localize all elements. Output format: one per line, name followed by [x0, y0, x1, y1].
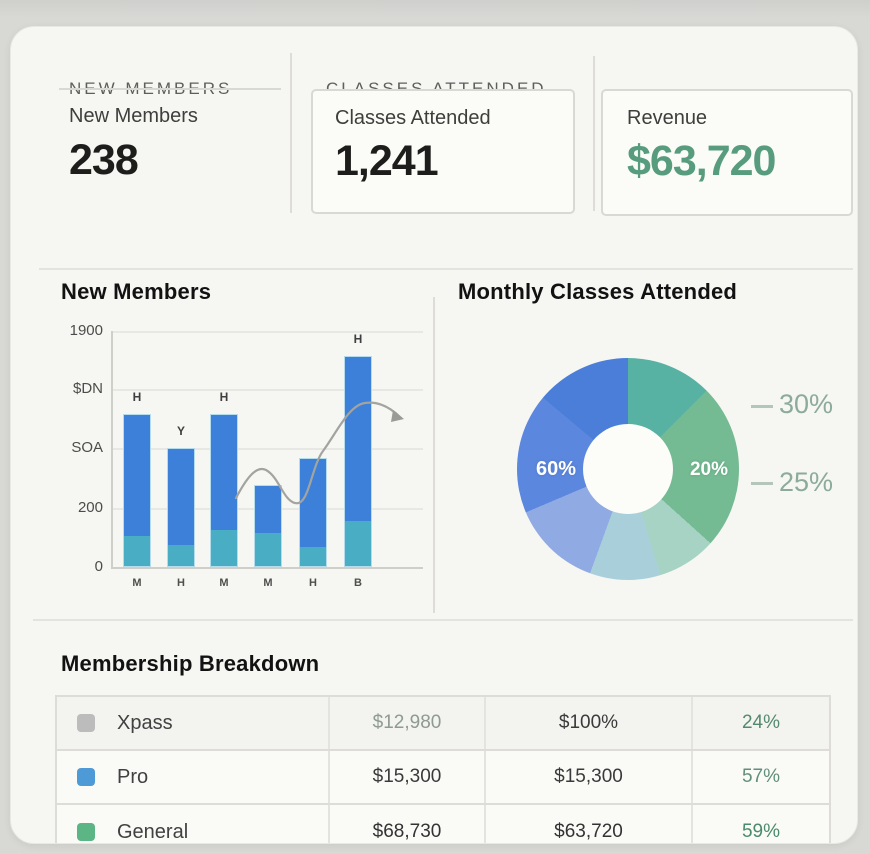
membership-name: Pro	[117, 765, 149, 788]
divider-horizontal-1	[39, 268, 853, 270]
table-value-cell: 59%	[741, 821, 781, 842]
membership-name-cell: Pro	[57, 751, 330, 803]
donut-chart: 60% 20%	[517, 358, 739, 580]
y-tick-label: 0	[94, 558, 103, 575]
bar-segment-base	[255, 533, 281, 566]
stat-title: New Members	[69, 105, 198, 127]
stat-value: 1,241	[335, 137, 439, 185]
table-value-cell: $12,980	[330, 697, 486, 749]
bar-segment-top	[168, 448, 194, 545]
stat-title: Revenue	[627, 107, 708, 129]
membership-table: Xpass $12,980 $100% 24% Pro $15,300 $15,300 57%…	[55, 695, 831, 843]
membership-name: General	[117, 820, 189, 843]
table-value-cell: $100%	[486, 697, 693, 749]
stat-card-new-members: New Members 238	[69, 105, 198, 185]
bar-annotation: Y	[176, 423, 185, 438]
bar-segment-base	[168, 544, 194, 566]
table-row: Xpass $12,980 $100% 24%	[57, 697, 829, 751]
y-tick-label: 200	[77, 499, 103, 516]
membership-name-cell: Xpass	[57, 697, 330, 749]
donut-inner-label-right: 20%	[689, 459, 729, 480]
trend-line-overlay	[234, 401, 404, 505]
table-row: General $68,730 $63,720 59%	[57, 805, 829, 843]
bar-chart: 1900 $DN SOA 200 0 H M Y H H M M H H B	[11, 27, 435, 613]
membership-name-cell: General	[57, 805, 330, 843]
bar-segment-top	[211, 414, 237, 530]
divider-horizontal-2	[33, 619, 853, 621]
bar-annotation: H	[353, 331, 363, 346]
bar-segment-base	[300, 547, 326, 566]
legend-dash-icon	[751, 405, 773, 408]
gridline	[111, 331, 423, 333]
x-tick-label: M	[263, 577, 273, 589]
bar-annotation: H	[219, 389, 229, 404]
bar-annotation: H	[132, 390, 142, 405]
table-value-cell: $15,300	[330, 751, 486, 803]
bar	[123, 414, 151, 567]
bar-segment-top	[255, 486, 281, 534]
bar-segment-top	[124, 415, 150, 537]
x-tick-label: H	[177, 577, 185, 589]
bar	[254, 485, 282, 567]
trend-line-path	[234, 401, 403, 505]
y-tick-label: 1900	[69, 322, 103, 339]
bar-segment-base	[345, 521, 371, 566]
x-tick-label: M	[219, 577, 229, 589]
table-value-cell: $15,300	[486, 751, 693, 803]
bars-layer: H M Y H H M M H H B	[111, 331, 423, 589]
divider-vertical-1	[290, 53, 292, 213]
divider-vertical-2	[593, 56, 595, 211]
tab-underline	[59, 88, 281, 90]
donut-hole	[583, 424, 673, 514]
stat-card-revenue: Revenue $63,720	[601, 89, 853, 216]
table-title: Membership Breakdown	[61, 651, 320, 676]
stat-card-classes-attended: Classes Attended 1,241	[311, 89, 575, 214]
gridline	[111, 448, 423, 450]
stat-value: $63,720	[627, 137, 776, 185]
legend-label-25: 25%	[779, 467, 834, 497]
table-value-cell: $63,720	[486, 805, 693, 843]
y-tick-label: SOA	[71, 439, 103, 456]
stat-value: 238	[69, 136, 139, 184]
divider-vertical-charts	[433, 297, 435, 613]
y-tick-label: $DN	[72, 380, 103, 397]
x-tick-label: H	[309, 577, 317, 589]
donut-chart-title: Monthly Classes Attended	[458, 279, 738, 304]
membership-name: Xpass	[117, 711, 173, 734]
table-row: Pro $15,300 $15,300 57%	[57, 751, 829, 805]
donut-inner-label-left: 60%	[535, 458, 577, 480]
legend-label-30: 30%	[779, 389, 834, 419]
bar	[210, 413, 238, 567]
table-value-cell: 24%	[741, 712, 781, 733]
bar-chart-title: New Members	[61, 279, 212, 304]
bar-segment-base	[211, 529, 237, 566]
table-value-cell: $68,730	[330, 805, 486, 843]
table-value-cell: 57%	[741, 766, 781, 787]
bar-segment-top	[345, 356, 371, 522]
y-axis-line	[111, 331, 113, 568]
bar	[344, 355, 372, 567]
membership-swatch-icon	[77, 768, 95, 786]
x-tick-label: B	[354, 577, 362, 589]
bar-segment-base	[124, 536, 150, 566]
trend-arrowhead-icon	[391, 410, 404, 422]
stat-title: Classes Attended	[335, 107, 491, 129]
dashboard-card: NEW MEMBERS CLASSES ATTENDED New Members…	[10, 26, 858, 844]
legend-dash-icon	[751, 482, 773, 485]
bar	[167, 447, 195, 567]
membership-swatch-icon	[77, 714, 95, 732]
x-tick-label: M	[132, 577, 142, 589]
membership-swatch-icon	[77, 823, 95, 841]
gridline	[111, 389, 423, 391]
x-axis-line	[111, 567, 423, 569]
